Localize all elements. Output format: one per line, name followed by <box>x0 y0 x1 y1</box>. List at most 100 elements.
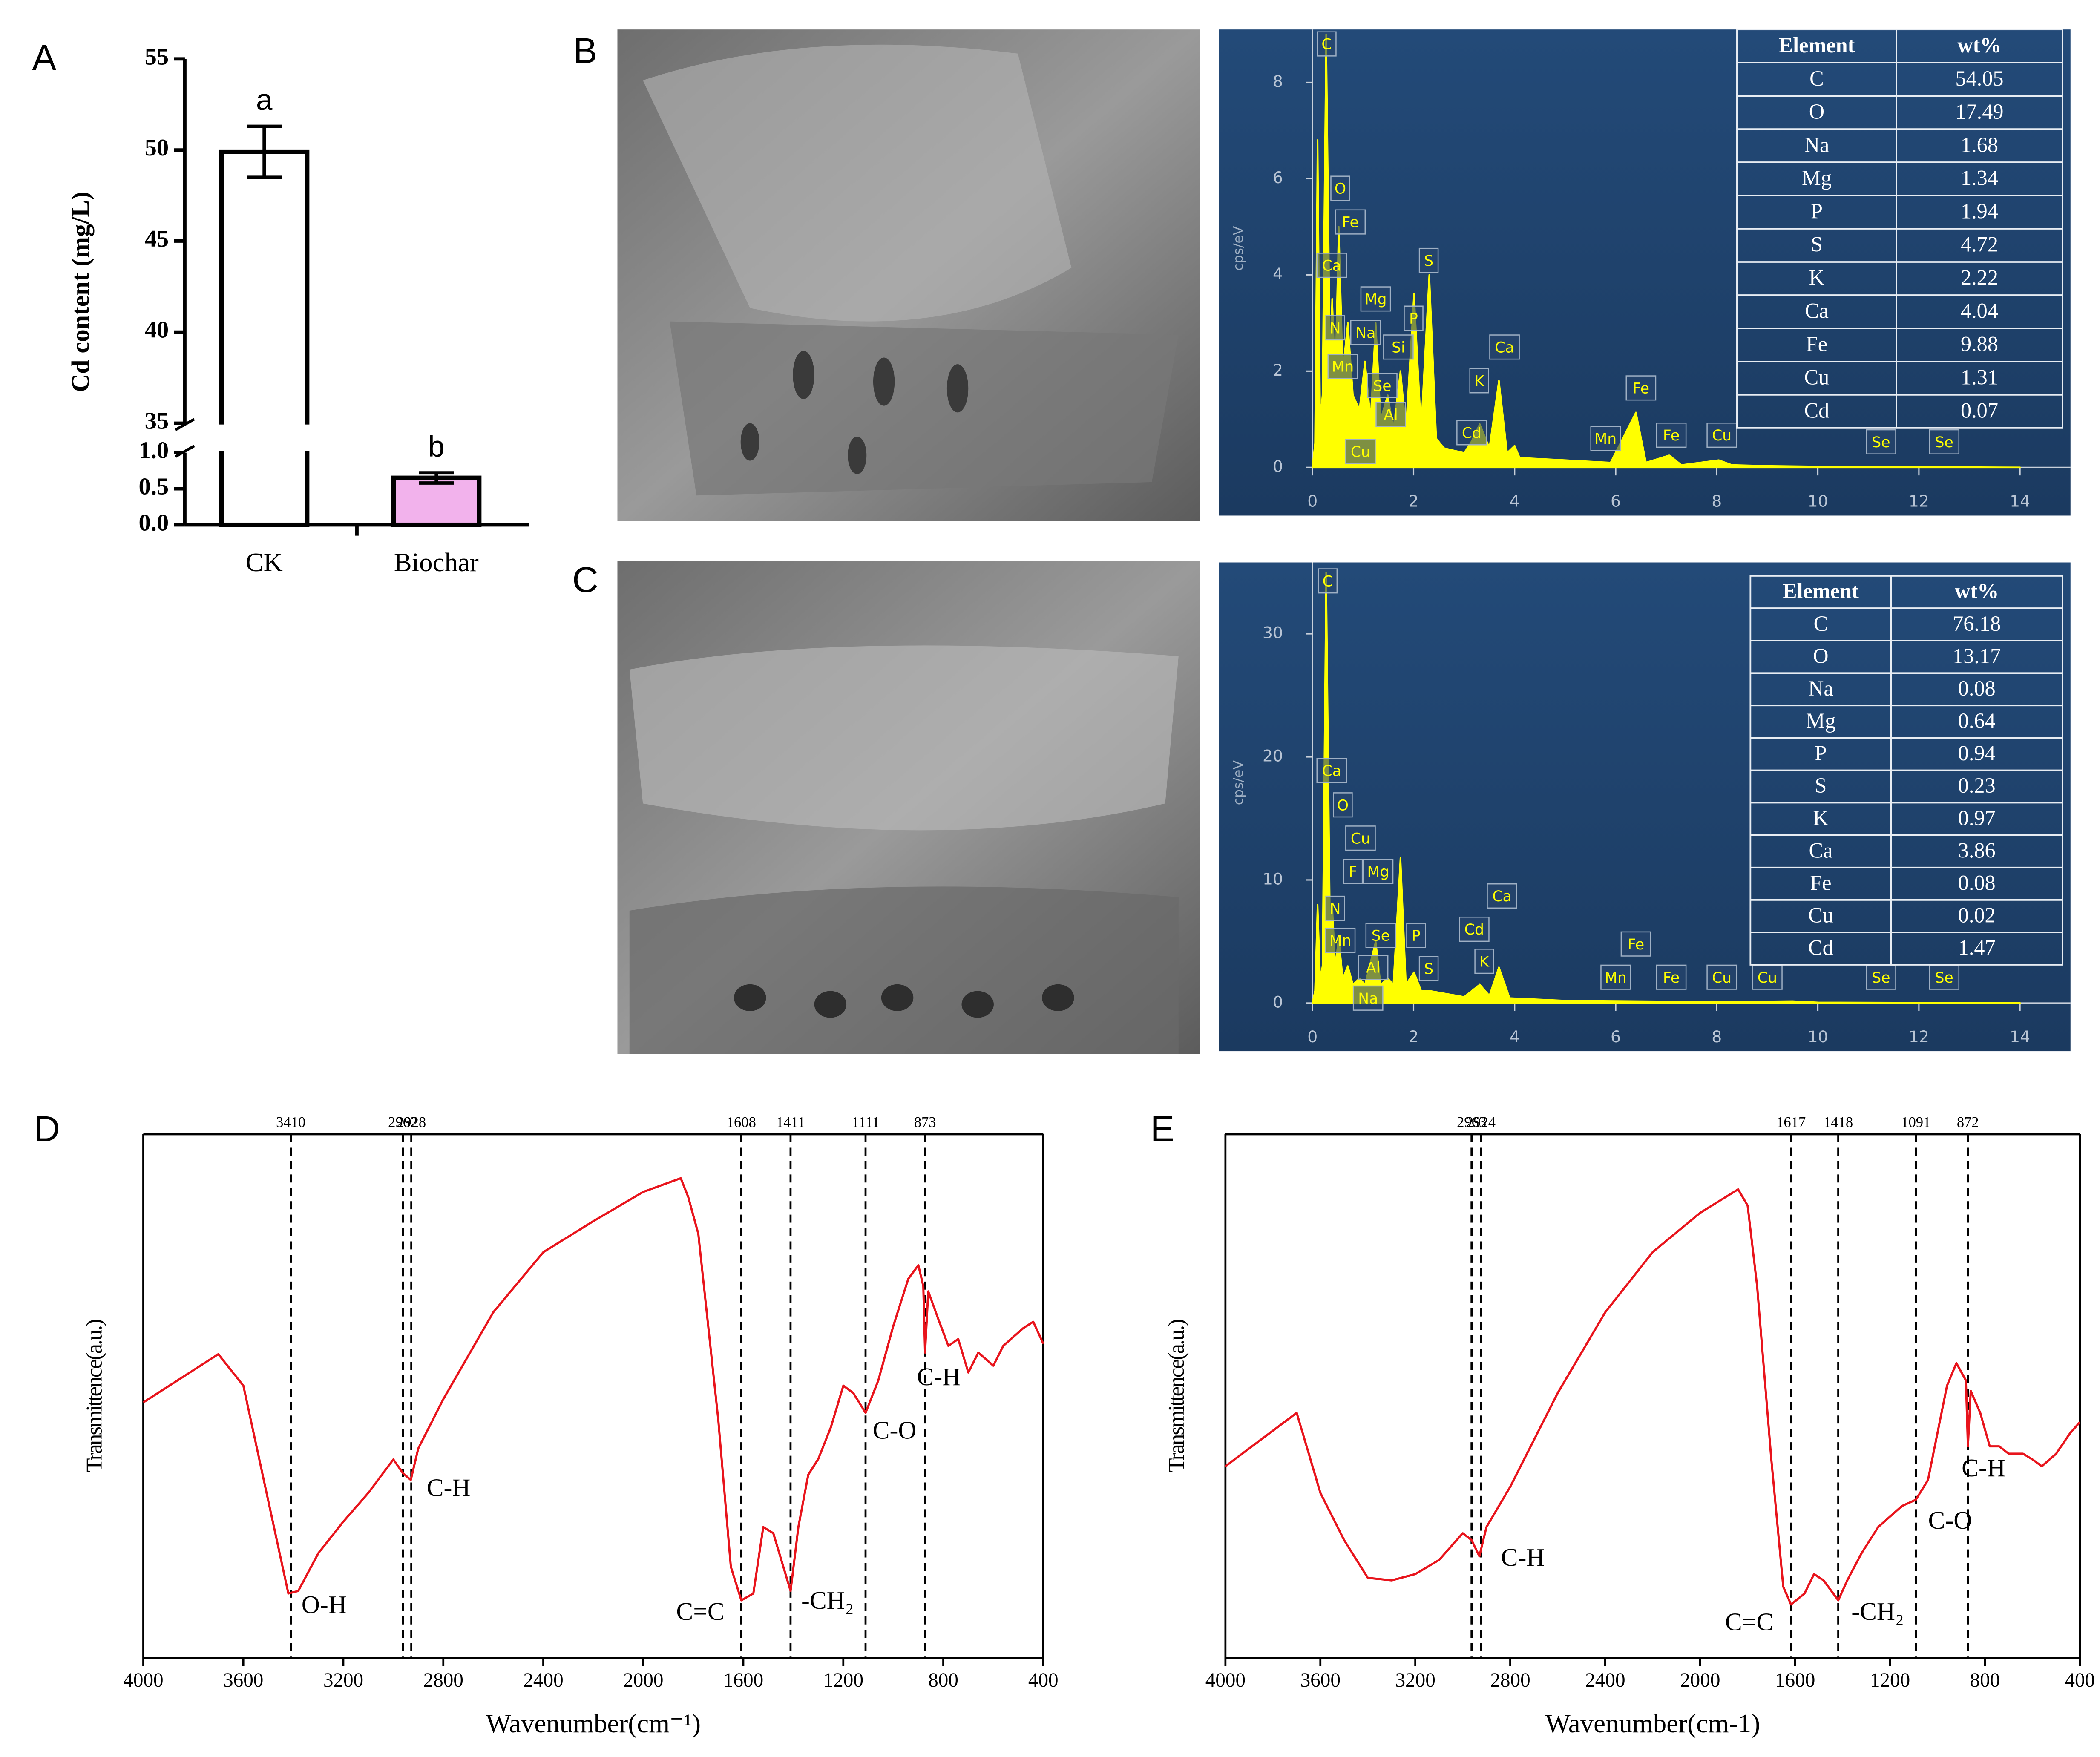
table-cell: 1.68 <box>1961 133 1998 157</box>
table-header: wt% <box>1957 33 2001 57</box>
table-cell: 0.97 <box>1958 806 1996 830</box>
x-tick-label: 12 <box>1909 492 1929 511</box>
table-cell: Mg <box>1802 166 1832 190</box>
table-cell: K <box>1809 266 1824 290</box>
peak-annotation: C-H <box>1501 1543 1545 1571</box>
y-tick-label: 30 <box>1263 624 1283 642</box>
peak-label-box <box>1325 895 1345 921</box>
peak-label-box <box>1333 792 1353 818</box>
peak-label: Ca <box>1492 888 1511 905</box>
table-cell: C <box>1809 66 1824 90</box>
peak-label: Ca <box>1495 339 1514 356</box>
peak-label: Se <box>1935 969 1953 986</box>
x-tick-label: 14 <box>2010 1027 2030 1046</box>
peak-label: S <box>1424 961 1433 978</box>
peak-label: Cu <box>1758 969 1777 986</box>
peak-label: 1111 <box>852 1114 879 1130</box>
table-cell: 0.94 <box>1958 741 1996 765</box>
peak-label: Fe <box>1633 380 1649 397</box>
peak-label-box <box>1360 286 1391 312</box>
table-cell: 0.07 <box>1961 399 1998 423</box>
table-cell: P <box>1811 199 1823 223</box>
peak-label: Si <box>1392 339 1405 356</box>
y-tick-label: 20 <box>1263 747 1283 765</box>
peak-label: Se <box>1372 928 1390 945</box>
y-tick-label: 0.0 <box>138 509 169 536</box>
table-cell: 76.18 <box>1953 612 2001 636</box>
y-tick-label: 45 <box>145 226 169 252</box>
peak-label: 2962 <box>388 1114 417 1130</box>
y-axis-label: cps/eV <box>1231 226 1246 271</box>
peak-label-box <box>1383 334 1414 360</box>
peak-label-box <box>1489 334 1520 360</box>
table-cell: 0.08 <box>1958 676 1996 700</box>
y-tick-label: 4 <box>1273 265 1283 283</box>
peak-label: Al <box>1366 960 1380 977</box>
peak-label-box <box>1316 253 1347 278</box>
table-cell: 1.94 <box>1961 199 1998 223</box>
table-cell: S <box>1811 233 1823 256</box>
peak-label-box <box>1345 825 1376 851</box>
x-tick-label: 2800 <box>1490 1669 1530 1691</box>
table-cell: O <box>1813 644 1828 668</box>
panel-label: E <box>1151 1108 1175 1149</box>
peak-label: Cd <box>1462 425 1482 442</box>
peak-label: Ca <box>1322 762 1341 779</box>
peak-label: O <box>1337 797 1349 814</box>
x-tick-label: 8 <box>1712 1027 1722 1046</box>
peak-annotation: O-H <box>302 1590 347 1619</box>
table-cell: Cd <box>1804 399 1830 423</box>
peak-label: C <box>1321 36 1332 53</box>
x-tick-label: 4 <box>1510 492 1520 511</box>
peak-label-box <box>1365 923 1396 948</box>
peak-label-box <box>1418 247 1439 273</box>
peak-label: Fe <box>1663 427 1680 444</box>
peak-label: Fe <box>1628 936 1644 953</box>
table-header: Element <box>1783 579 1859 603</box>
table-cell: P <box>1815 741 1827 765</box>
y-axis-label: cps/eV <box>1231 760 1246 805</box>
x-tick-label: 8 <box>1712 492 1722 511</box>
peak-label-box <box>1318 568 1338 594</box>
significance-label: a <box>256 83 273 116</box>
peak-label-box <box>1590 426 1621 451</box>
peak-label-box <box>1866 429 1896 454</box>
peak-label-box <box>1625 375 1657 401</box>
peak-label-box <box>1335 209 1366 235</box>
table-cell: O <box>1809 100 1824 124</box>
x-tick-label: 400 <box>2065 1669 2095 1691</box>
peak-label: Cu <box>1351 444 1370 461</box>
peak-label: 1091 <box>1901 1114 1930 1130</box>
y-tick-label: 0.5 <box>138 474 169 500</box>
peak-label-box <box>1316 758 1347 783</box>
peak-label: Fe <box>1663 969 1680 986</box>
peak-label: Se <box>1872 434 1890 451</box>
peak-label: P <box>1409 311 1418 328</box>
panel-label: C <box>572 559 598 600</box>
table-cell: Cu <box>1808 903 1833 927</box>
peak-label: Na <box>1355 325 1375 342</box>
peak-label: F <box>1349 863 1357 880</box>
peak-annotation: C-O <box>873 1416 917 1444</box>
x-tick-label: 3600 <box>223 1669 263 1691</box>
table-cell: 0.23 <box>1958 774 1996 797</box>
peak-label-box <box>1600 964 1631 990</box>
x-tick-label: 3200 <box>323 1669 363 1691</box>
table-cell: 3.86 <box>1958 838 1996 862</box>
panel-label: A <box>32 37 57 78</box>
x-tick-label: 2000 <box>623 1669 663 1691</box>
peak-label: Mn <box>1594 431 1617 448</box>
x-tick-label: 14 <box>2010 492 2030 511</box>
x-tick-label: 800 <box>1970 1669 2000 1691</box>
y-tick-label: 0 <box>1273 457 1283 476</box>
peak-label: 3410 <box>276 1114 305 1130</box>
x-tick-label: Biochar <box>394 547 479 577</box>
peak-label-box <box>1343 859 1363 884</box>
peak-label-box <box>1325 315 1345 341</box>
peak-label: Mg <box>1365 291 1387 308</box>
peak-label: Se <box>1935 434 1953 451</box>
x-tick-label: 2 <box>1409 1027 1419 1046</box>
peak-label-box <box>1469 368 1489 394</box>
peak-label: 1608 <box>727 1114 756 1130</box>
y-axis-label: Cd content (mg/L) <box>66 192 95 392</box>
